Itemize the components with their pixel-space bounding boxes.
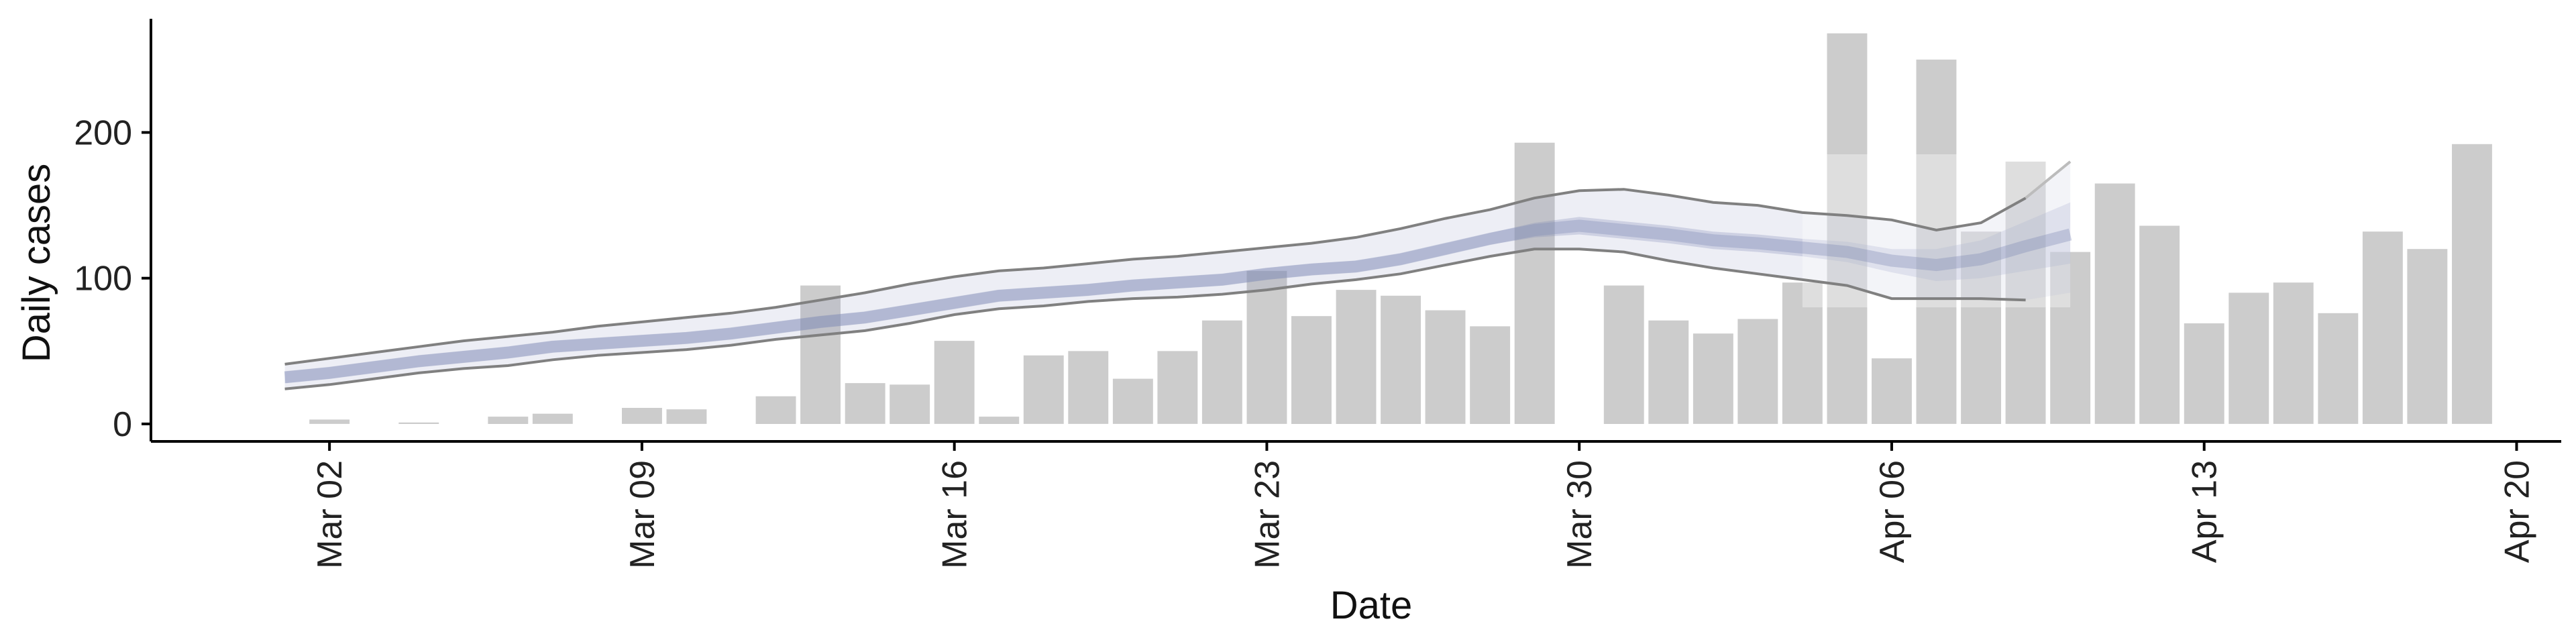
bar-2020-03-10 (666, 409, 707, 424)
median-line (284, 219, 2072, 384)
x-tick-label-2020-03-02: Mar 02 (311, 460, 350, 569)
bar-2020-04-19 (2452, 144, 2492, 424)
bar-2020-04-05 (1827, 33, 1868, 424)
bar-2020-03-13 (800, 285, 841, 424)
plot-area (284, 33, 2492, 424)
bar-2020-04-07 (1916, 59, 1957, 424)
bar-2020-04-17 (2362, 231, 2403, 424)
axes: 0 100 200 Mar 02 Mar 09 Mar 16 Mar 23 Mar 30 Apr… (74, 19, 2561, 569)
bar-2020-04-12 (2139, 225, 2180, 424)
bar-2020-03-31 (1603, 285, 1644, 424)
bar-2020-04-14 (2229, 292, 2269, 424)
x-tick-label-2020-04-13: Apr 13 (2186, 460, 2224, 563)
bar-2020-03-23 (1246, 270, 1287, 424)
bar-2020-03-02 (309, 419, 350, 424)
bar-2020-03-07 (532, 413, 573, 424)
bar-2020-04-08 (1961, 231, 2001, 424)
x-tick-label-2020-04-20: Apr 20 (2498, 460, 2537, 563)
bar-2020-04-10 (2050, 252, 2091, 424)
bar-2020-04-11 (2094, 183, 2135, 424)
bar-2020-03-04 (398, 422, 439, 424)
bar-2020-04-01 (1648, 320, 1689, 424)
y-tick-label-100: 100 (74, 260, 132, 299)
inner-ribbon (284, 202, 2071, 384)
bar-2020-03-06 (488, 417, 529, 424)
bar-2020-03-15 (890, 384, 930, 424)
bar-2020-04-18 (2407, 249, 2448, 424)
x-tick-label-2020-03-30: Mar 30 (1560, 460, 1599, 569)
x-axis-title: Date (1330, 584, 1413, 627)
bar-2020-03-17 (979, 417, 1020, 424)
bar-2020-04-02 (1693, 333, 1733, 424)
bar-2020-04-13 (2184, 323, 2224, 424)
bar-2020-03-19 (1068, 351, 1109, 424)
x-tick-label-2020-03-09: Mar 09 (623, 460, 662, 569)
bar-2020-03-25 (1336, 290, 1377, 424)
bar-2020-04-06 (1872, 358, 1912, 424)
bar-2020-03-14 (845, 383, 885, 424)
bar-2020-03-26 (1381, 295, 1421, 424)
bar-2020-03-27 (1425, 310, 1466, 424)
bar-2020-03-12 (755, 396, 796, 424)
y-tick-label-0: 0 (113, 405, 132, 444)
x-tick-label-2020-03-23: Mar 23 (1248, 460, 1287, 569)
bar-2020-03-20 (1112, 378, 1153, 424)
outer-lower-line (284, 248, 2026, 390)
bar-2020-03-16 (934, 341, 975, 424)
bar-2020-03-29 (1514, 142, 1555, 424)
outer-upper-line (284, 188, 2027, 366)
outer-ribbon (284, 161, 2071, 389)
x-tick-label-2020-03-16: Mar 16 (936, 460, 975, 569)
bar-2020-04-15 (2273, 282, 2314, 424)
bar-2020-03-18 (1023, 355, 1064, 424)
outer-upper-line-recent (2025, 160, 2072, 199)
bar-2020-03-24 (1291, 316, 1332, 424)
bar-2020-03-28 (1470, 326, 1511, 424)
bar-2020-04-04 (1782, 282, 1823, 424)
bar-2020-04-03 (1737, 319, 1778, 424)
bar-2020-03-21 (1157, 351, 1198, 424)
bar-2020-04-16 (2318, 313, 2359, 424)
bar-2020-03-09 (622, 408, 662, 424)
bar-2020-03-22 (1201, 320, 1242, 424)
y-tick-label-200: 200 (74, 113, 132, 152)
x-tick-label-2020-04-06: Apr 06 (1873, 460, 1912, 563)
y-axis-title: Daily cases (15, 164, 58, 363)
